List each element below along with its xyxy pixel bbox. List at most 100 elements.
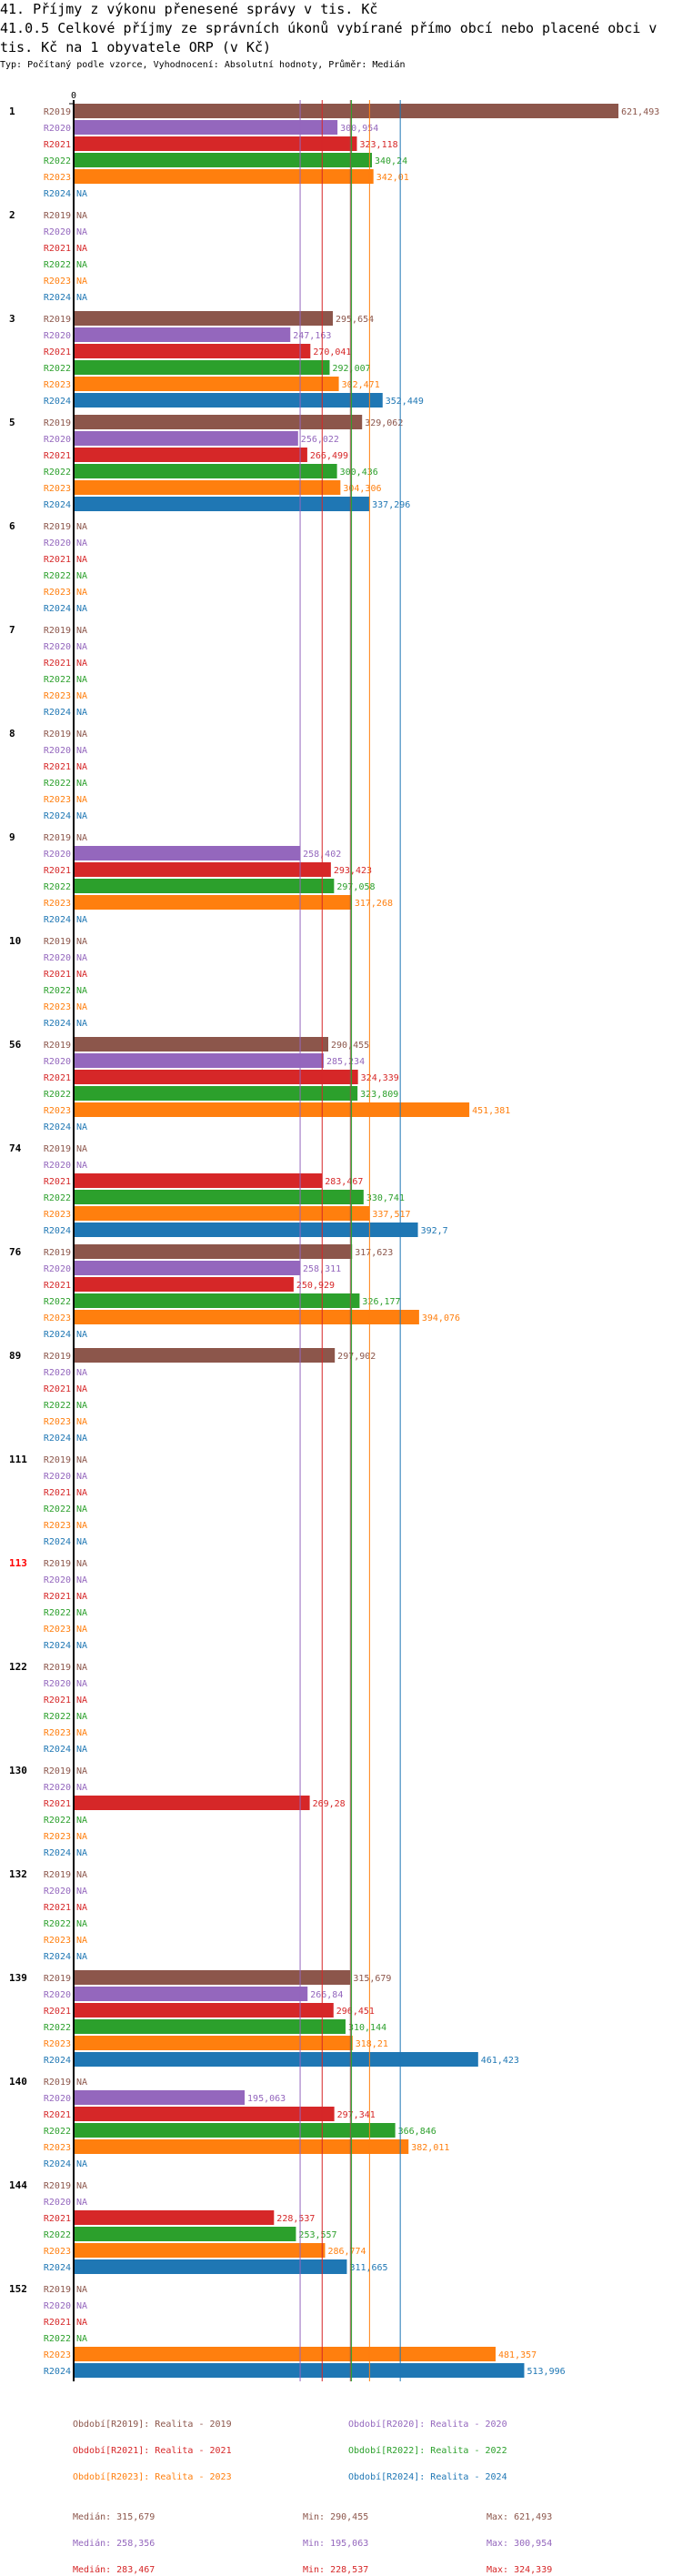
series-label: R2023 bbox=[44, 173, 71, 183]
series-label: R2024 bbox=[44, 1745, 71, 1755]
series-label: R2022 bbox=[44, 2230, 71, 2240]
value-label: 297,341 bbox=[337, 2110, 376, 2120]
na-label: NA bbox=[76, 244, 87, 254]
na-label: NA bbox=[76, 2078, 87, 2088]
bar bbox=[74, 448, 307, 462]
series-label: R2022 bbox=[44, 1504, 71, 1514]
bar bbox=[74, 360, 330, 375]
series-label: R2022 bbox=[44, 1919, 71, 1929]
series-label: R2023 bbox=[44, 1210, 71, 1220]
bar bbox=[74, 1102, 470, 1117]
series-label: R2019 bbox=[44, 315, 71, 325]
series-label: R2020 bbox=[44, 1368, 71, 1378]
na-label: NA bbox=[76, 915, 87, 925]
series-label: R2020 bbox=[44, 2198, 71, 2208]
series-label: R2023 bbox=[44, 795, 71, 805]
series-label: R2024 bbox=[44, 1641, 71, 1651]
series-label: R2023 bbox=[44, 1106, 71, 1116]
bar bbox=[74, 1293, 360, 1308]
series-label: R2019 bbox=[44, 1974, 71, 1984]
na-label: NA bbox=[76, 2159, 87, 2169]
na-label: NA bbox=[76, 1504, 87, 1514]
na-label: NA bbox=[76, 708, 87, 718]
na-label: NA bbox=[76, 986, 87, 996]
series-label: R2021 bbox=[44, 2110, 71, 2120]
bar bbox=[74, 862, 331, 877]
series-label: R2024 bbox=[44, 1848, 71, 1858]
na-label: NA bbox=[76, 1608, 87, 1618]
value-label: 318,21 bbox=[356, 2039, 388, 2049]
series-label: R2021 bbox=[44, 1488, 71, 1498]
na-label: NA bbox=[76, 1144, 87, 1154]
na-label: NA bbox=[76, 1832, 87, 1842]
group-label: 132 bbox=[9, 1868, 27, 1880]
series-label: R2021 bbox=[44, 762, 71, 772]
group-label: 139 bbox=[9, 1972, 27, 1984]
series-label: R2023 bbox=[44, 1728, 71, 1738]
group-label: 111 bbox=[9, 1454, 27, 1465]
na-label: NA bbox=[76, 1592, 87, 1602]
bar bbox=[74, 136, 357, 151]
series-label: R2023 bbox=[44, 1832, 71, 1842]
series-label: R2021 bbox=[44, 555, 71, 565]
na-label: NA bbox=[76, 189, 87, 199]
na-label: NA bbox=[76, 659, 87, 669]
series-label: R2023 bbox=[44, 1625, 71, 1635]
group-label: 8 bbox=[9, 728, 15, 740]
series-label: R2021 bbox=[44, 1696, 71, 1706]
na-label: NA bbox=[76, 1936, 87, 1946]
value-label: 621,493 bbox=[621, 107, 659, 117]
bar bbox=[74, 169, 374, 184]
na-label: NA bbox=[76, 1728, 87, 1738]
series-label: R2024 bbox=[44, 2263, 71, 2273]
series-label: R2020 bbox=[44, 2094, 71, 2104]
series-label: R2020 bbox=[44, 1887, 71, 1897]
series-label: R2023 bbox=[44, 1313, 71, 1323]
value-label: 256,022 bbox=[301, 435, 339, 445]
median-stat: Medián: 315,679 bbox=[73, 2511, 155, 2522]
series-label: R2021 bbox=[44, 659, 71, 669]
series-label: R2021 bbox=[44, 451, 71, 461]
series-label: R2024 bbox=[44, 293, 71, 303]
group-label: 3 bbox=[9, 313, 15, 325]
group-label: 5 bbox=[9, 417, 15, 428]
bar bbox=[74, 120, 338, 135]
chart-description: Typ: Počítaný podle vzorce, Vyhodnocení:… bbox=[0, 60, 406, 70]
series-label: R2022 bbox=[44, 882, 71, 892]
na-label: NA bbox=[76, 1903, 87, 1913]
series-label: R2023 bbox=[44, 2143, 71, 2153]
na-label: NA bbox=[76, 1641, 87, 1651]
bar bbox=[74, 2363, 525, 2378]
bar bbox=[74, 2227, 296, 2241]
bar bbox=[74, 1053, 324, 1068]
chart-title: 41. Příjmy z výkonu přenesené správy v t… bbox=[0, 1, 378, 17]
series-label: R2020 bbox=[44, 331, 71, 341]
bar bbox=[74, 327, 291, 342]
series-label: R2022 bbox=[44, 1712, 71, 1722]
group-label: 1 bbox=[9, 106, 15, 117]
series-label: R2021 bbox=[44, 140, 71, 150]
series-label: R2023 bbox=[44, 588, 71, 598]
series-label: R2023 bbox=[44, 899, 71, 909]
bar bbox=[74, 1244, 353, 1259]
value-label: 228,537 bbox=[276, 2214, 315, 2224]
value-label: 330,741 bbox=[366, 1193, 405, 1203]
na-label: NA bbox=[76, 1679, 87, 1689]
series-label: R2024 bbox=[44, 604, 71, 614]
bar bbox=[74, 1206, 370, 1221]
na-label: NA bbox=[76, 1455, 87, 1465]
series-label: R2019 bbox=[44, 211, 71, 221]
bar bbox=[74, 480, 341, 495]
series-label: R2019 bbox=[44, 1248, 71, 1258]
group-label: 144 bbox=[9, 2179, 27, 2191]
series-label: R2021 bbox=[44, 1384, 71, 1394]
value-label: 311,665 bbox=[349, 2263, 387, 2273]
na-label: NA bbox=[76, 1696, 87, 1706]
na-label: NA bbox=[76, 1575, 87, 1585]
series-label: R2021 bbox=[44, 2214, 71, 2224]
value-label: 352,449 bbox=[386, 397, 424, 407]
series-label: R2024 bbox=[44, 915, 71, 925]
na-label: NA bbox=[76, 1368, 87, 1378]
series-label: R2021 bbox=[44, 2318, 71, 2328]
series-label: R2019 bbox=[44, 1041, 71, 1051]
